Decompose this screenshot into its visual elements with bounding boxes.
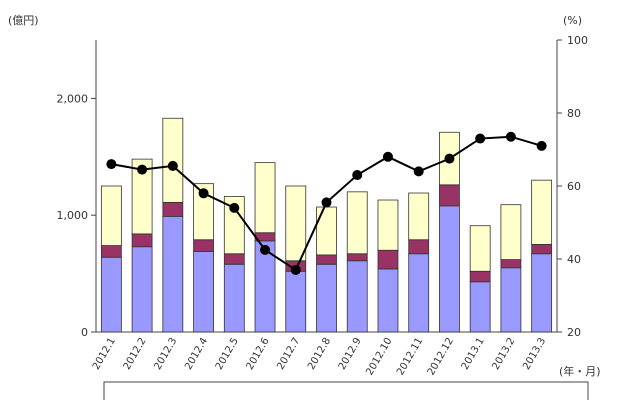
x-unit-label: (年・月)	[559, 364, 601, 378]
bar-segment	[285, 185, 307, 262]
left-tick-label: 0	[81, 326, 88, 339]
x-tick-label: 2012.9	[337, 336, 364, 372]
bar-segment	[162, 117, 184, 203]
ratio-point	[290, 264, 301, 275]
bar-segment	[377, 199, 399, 251]
ratio-point	[536, 140, 547, 151]
x-tick-label: 2012.5	[214, 336, 241, 372]
bar-segment	[500, 204, 522, 260]
ratio-point	[505, 131, 516, 142]
x-tick-label: 2013.3	[521, 336, 548, 372]
ratio-point	[413, 166, 424, 177]
bar-segment	[316, 206, 337, 256]
bar-segment	[100, 245, 122, 258]
x-tick-label: 2012.10	[364, 336, 394, 377]
x-tick-label: 2012.1	[91, 336, 118, 372]
right-tick-label: 100	[567, 34, 588, 47]
ratio-point	[475, 133, 486, 144]
left-unit-label: (億円)	[8, 14, 39, 27]
bar-segment	[439, 184, 460, 207]
bar-segment	[500, 259, 522, 269]
left-tick-label: 2,000	[57, 92, 89, 105]
x-tick-label: 2012.7	[275, 336, 302, 372]
ratio-point	[229, 202, 240, 213]
bar-segment	[408, 192, 430, 241]
right-tick-label: 20	[567, 326, 581, 339]
bar-segment	[531, 253, 553, 333]
x-tick-label: 2012.12	[426, 336, 456, 377]
bar-segment	[162, 201, 184, 217]
bar-segment	[377, 249, 399, 270]
bar-segment	[408, 239, 430, 255]
bar-segment	[223, 253, 245, 265]
bar-segment	[469, 225, 491, 272]
bar-segment	[223, 263, 245, 333]
ratio-point	[198, 188, 209, 199]
bar-segment	[100, 256, 122, 333]
x-tick-label: 2012.2	[122, 336, 149, 372]
bar-segment	[469, 281, 491, 333]
bar-segment	[377, 268, 399, 333]
bar-segment	[131, 233, 153, 248]
right-tick-label: 80	[567, 107, 581, 120]
bar-segment	[346, 260, 368, 333]
ratio-point	[352, 170, 363, 181]
left-tick-label: 1,000	[57, 209, 89, 222]
ratio-point	[444, 153, 455, 164]
bar-segment	[193, 251, 214, 333]
bar-segment	[162, 215, 184, 333]
bar-segment	[500, 267, 522, 333]
ratio-point	[167, 160, 178, 171]
x-tick-label: 2013.1	[460, 336, 487, 372]
ratio-point	[137, 164, 148, 175]
bar-segment	[408, 253, 430, 333]
bar-segment	[531, 243, 553, 255]
bar-segment	[316, 263, 337, 333]
right-tick-label: 60	[567, 180, 581, 193]
x-tick-label: 2012.8	[306, 336, 333, 372]
bar-segment	[193, 183, 214, 241]
right-tick-label: 40	[567, 253, 581, 266]
x-tick-label: 2012.11	[395, 336, 425, 377]
bar-segment	[285, 270, 307, 333]
x-tick-label: 2012.4	[183, 336, 210, 372]
legend-box	[103, 381, 589, 404]
bar-segment	[100, 185, 122, 246]
bar-segment	[316, 254, 337, 265]
bar-segment	[193, 239, 214, 252]
bar-segment	[131, 246, 153, 333]
ratio-point	[106, 159, 117, 170]
bar-segment	[439, 205, 460, 333]
bar-segment	[531, 179, 553, 245]
ratio-point	[260, 244, 271, 255]
bar-segment	[223, 196, 245, 255]
x-tick-label: 2012.3	[152, 336, 179, 372]
ratio-point	[321, 197, 332, 208]
ratio-point	[382, 151, 393, 162]
x-tick-label: 2012.6	[245, 336, 272, 372]
x-tick-label: 2013.2	[490, 336, 517, 372]
bar-segment	[254, 162, 276, 234]
bar-segment	[131, 158, 153, 235]
right-unit-label: (%)	[563, 14, 582, 27]
bar-segment	[469, 270, 491, 283]
bar-segment	[346, 253, 368, 262]
bar-segment	[346, 191, 368, 255]
